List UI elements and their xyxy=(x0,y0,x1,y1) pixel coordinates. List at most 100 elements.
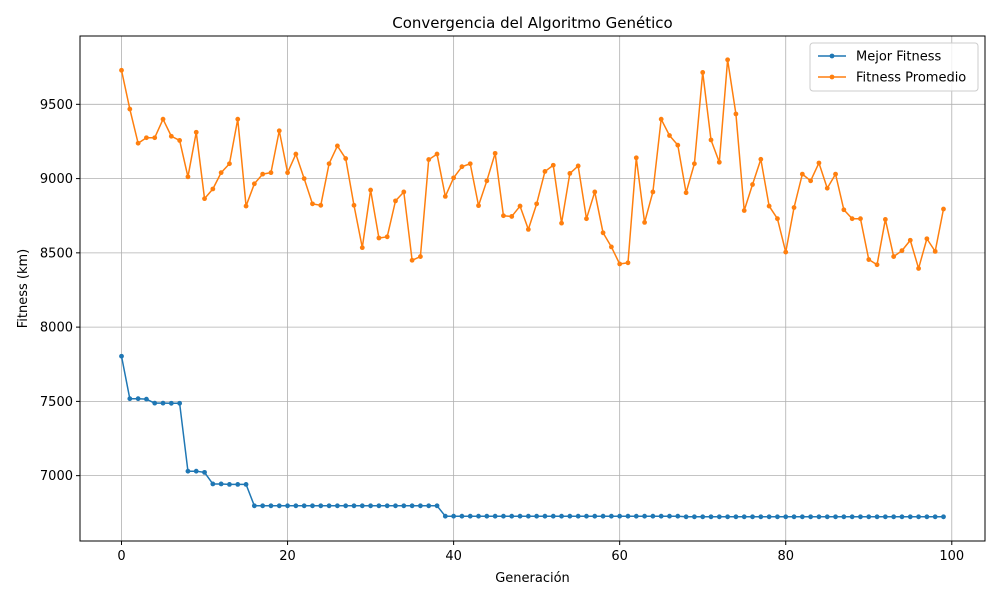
data-point xyxy=(293,503,299,509)
data-point xyxy=(534,201,540,207)
data-point xyxy=(426,503,432,509)
data-point xyxy=(227,482,232,487)
plot-frame xyxy=(79,35,986,542)
data-point xyxy=(227,161,232,167)
data-point xyxy=(907,237,913,243)
grid xyxy=(80,36,985,541)
data-point xyxy=(135,396,141,402)
data-point xyxy=(152,135,158,141)
data-point xyxy=(791,514,797,520)
data-point xyxy=(667,133,672,138)
data-point xyxy=(160,116,166,122)
data-point xyxy=(484,178,490,184)
data-point xyxy=(866,514,872,520)
data-point xyxy=(401,503,407,509)
data-point xyxy=(625,513,631,519)
data-point xyxy=(550,513,556,519)
data-point xyxy=(409,503,415,509)
series-line xyxy=(120,59,945,270)
data-point xyxy=(442,194,448,199)
data-point xyxy=(119,67,124,73)
data-point xyxy=(517,203,523,209)
data-point xyxy=(484,513,490,519)
y-axis: 7000 7500 8000 8500 9000 9500 xyxy=(40,98,80,484)
legend-marker xyxy=(829,53,835,59)
data-point xyxy=(841,207,847,213)
data-point xyxy=(492,150,498,156)
data-point xyxy=(941,206,946,212)
data-point xyxy=(608,244,614,250)
series-line xyxy=(120,356,944,518)
x-axis: 0 20 40 60 80 100 xyxy=(117,541,964,564)
data-point xyxy=(492,513,498,519)
data-point xyxy=(766,203,772,209)
data-point xyxy=(376,235,382,241)
legend: Mejor Fitness Fitness Promedio xyxy=(809,42,979,92)
data-point xyxy=(210,481,216,487)
data-point xyxy=(941,514,946,520)
data-point xyxy=(384,503,390,509)
data-point xyxy=(833,514,838,520)
data-point xyxy=(725,57,731,63)
data-point xyxy=(600,513,606,519)
data-point xyxy=(318,503,324,509)
data-point xyxy=(384,234,390,240)
data-point xyxy=(517,513,523,519)
data-point xyxy=(301,503,307,509)
data-point xyxy=(849,216,855,222)
data-point xyxy=(251,181,257,187)
data-point xyxy=(584,216,589,222)
data-point xyxy=(525,513,531,519)
data-point xyxy=(716,159,722,165)
x-tick-label: 60 xyxy=(611,549,628,564)
data-point xyxy=(559,513,564,519)
data-point xyxy=(160,400,166,406)
data-point xyxy=(600,230,606,236)
data-point xyxy=(351,503,357,509)
data-point xyxy=(567,513,573,519)
data-point xyxy=(633,513,639,519)
data-point xyxy=(833,171,838,177)
data-point xyxy=(334,503,340,509)
data-point xyxy=(858,216,863,222)
data-point xyxy=(766,514,772,520)
data-point xyxy=(650,513,656,519)
data-point xyxy=(359,245,365,251)
data-point xyxy=(393,503,398,509)
data-point xyxy=(824,514,830,520)
data-point xyxy=(442,513,448,519)
data-point xyxy=(293,151,299,157)
data-point xyxy=(700,69,706,75)
data-point xyxy=(318,202,324,208)
data-point xyxy=(916,514,921,520)
data-point xyxy=(741,208,747,213)
data-point xyxy=(243,482,249,487)
data-point xyxy=(841,514,847,520)
data-point xyxy=(891,514,897,520)
data-point xyxy=(542,513,548,519)
data-point xyxy=(409,257,415,263)
data-point xyxy=(418,503,423,509)
data-point xyxy=(592,513,598,519)
data-point xyxy=(202,196,207,202)
data-point xyxy=(559,220,564,226)
data-point xyxy=(692,161,697,167)
data-point xyxy=(144,135,149,141)
data-point xyxy=(260,171,266,177)
data-point xyxy=(783,249,789,255)
y-tick-label: 9000 xyxy=(40,172,73,187)
series-0 xyxy=(119,353,946,520)
data-point xyxy=(393,198,398,204)
legend-label: Fitness Promedio xyxy=(856,71,966,86)
y-tick-label: 7500 xyxy=(40,395,73,410)
x-tick-label: 80 xyxy=(777,549,794,564)
data-point xyxy=(708,137,714,143)
data-point xyxy=(775,216,780,222)
data-point xyxy=(725,514,731,520)
data-point xyxy=(268,503,274,509)
data-point xyxy=(741,514,747,520)
data-point xyxy=(575,163,581,169)
data-point xyxy=(177,400,183,406)
data-point xyxy=(791,205,797,210)
